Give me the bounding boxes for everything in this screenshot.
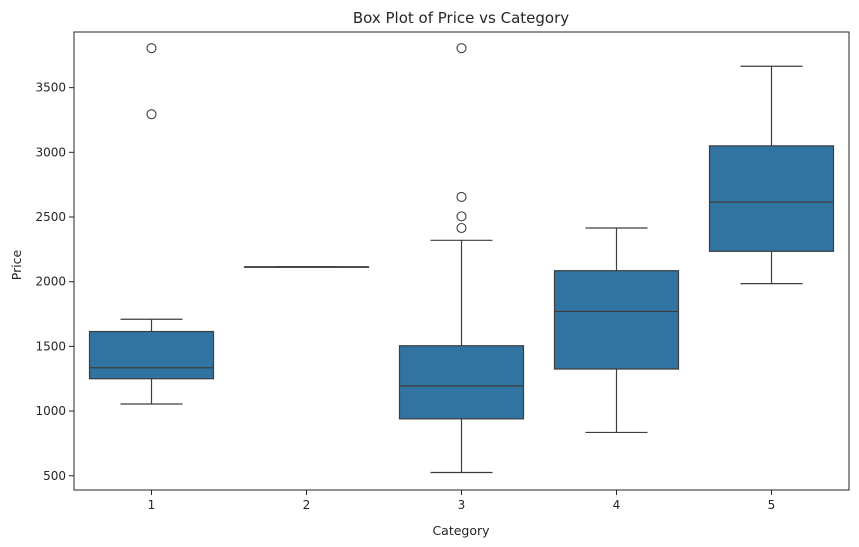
outlier-point — [146, 43, 157, 54]
y-tick-label: 3000 — [35, 145, 66, 159]
x-axis-label: Category — [432, 523, 490, 538]
box-iqr — [398, 345, 525, 420]
y-tick-label: 2500 — [35, 210, 66, 224]
outlier-point — [456, 43, 467, 54]
x-tick-label: 5 — [768, 498, 776, 512]
outlier-point — [456, 222, 467, 234]
x-tick-label: 2 — [303, 498, 311, 512]
chart-title: Box Plot of Price vs Category — [353, 9, 569, 27]
y-tick-label: 500 — [43, 469, 66, 483]
box-iqr — [88, 330, 215, 380]
outlier-point — [456, 211, 467, 222]
outlier-point — [146, 109, 157, 120]
y-tick-label: 3500 — [35, 81, 66, 95]
box-iqr — [553, 270, 680, 370]
y-tick-label: 1500 — [35, 339, 66, 353]
x-tick-label: 4 — [613, 498, 621, 512]
y-tick-label: 1000 — [35, 404, 66, 418]
x-tick-label: 1 — [148, 498, 156, 512]
box-iqr — [708, 145, 835, 252]
outlier-point — [456, 191, 467, 203]
plot-frame — [73, 31, 850, 491]
y-axis-label: Price — [9, 249, 24, 280]
x-tick-label: 3 — [458, 498, 466, 512]
y-tick-label: 2000 — [35, 275, 66, 289]
plot-area: 500 1000 1500 2000 2500 3000 3500 1 2 3 4 5 — [35, 31, 850, 512]
